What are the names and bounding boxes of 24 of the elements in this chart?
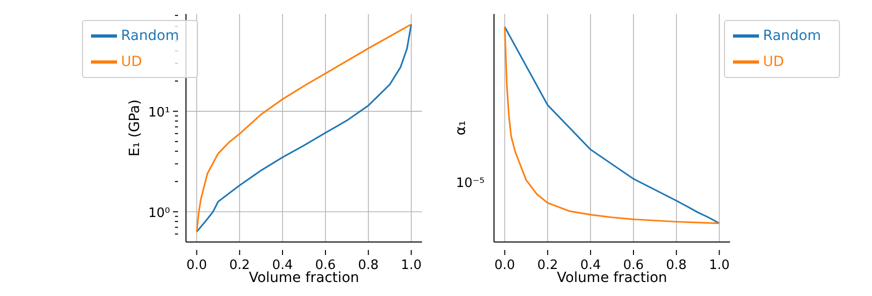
y-axis-title: E₁ (GPa) xyxy=(126,99,143,157)
legend-label: UD xyxy=(121,54,142,70)
x-tick-label: 0.0 xyxy=(494,258,516,273)
legend-label: Random xyxy=(121,28,179,44)
x-tick-label: 0.4 xyxy=(272,258,293,273)
x-tick-label: 0.4 xyxy=(580,258,601,273)
x-tick-label: 0.6 xyxy=(315,258,336,273)
x-tick-label: 1.0 xyxy=(708,258,730,273)
legend-label: Random xyxy=(763,28,821,44)
line-series xyxy=(196,23,412,233)
y-tick-label: 10⁰ xyxy=(148,206,170,221)
legend-label: UD xyxy=(763,54,784,70)
y-axis-title: α₁ xyxy=(452,120,469,136)
x-tick-label: 0.8 xyxy=(666,258,687,273)
x-axis-title: Volume fraction xyxy=(556,270,668,286)
x-tick-label: 1.0 xyxy=(400,258,422,273)
x-tick-label: 0.6 xyxy=(623,258,644,273)
text: 10⁻⁵ xyxy=(456,176,485,191)
y-tick-label: 10¹ xyxy=(148,105,170,120)
x-tick-label: 0.2 xyxy=(229,258,250,273)
x-tick-label: 0.0 xyxy=(186,258,208,273)
x-tick-label: 0.8 xyxy=(358,258,379,273)
x-tick-label: 0.2 xyxy=(537,258,558,273)
x-axis-title: Volume fraction xyxy=(248,270,360,286)
